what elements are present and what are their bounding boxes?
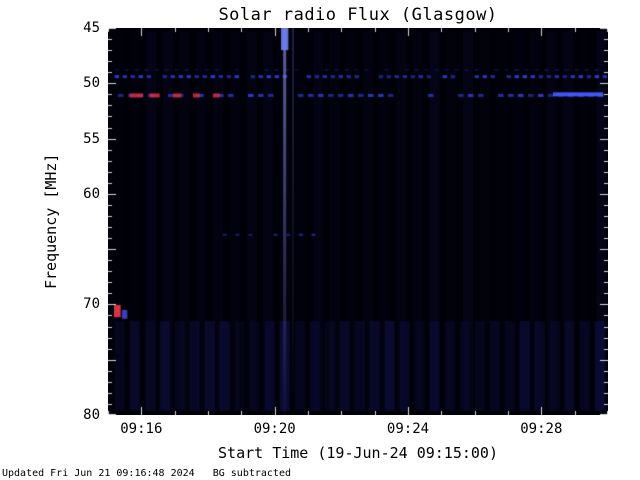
y-axis-title: Frequency [MHz] [42,153,60,290]
chart-title: Solar radio Flux (Glasgow) [218,5,498,25]
y-tick-label: 70 [83,296,100,313]
spectrogram-canvas [108,28,608,415]
y-tick-label: 55 [83,130,100,147]
x-tick-label: 09:24 [386,421,430,437]
x-tick-label: 09:28 [520,421,563,437]
status-bar: Updated Fri Jun 21 09:16:48 2024 BG subt… [2,468,291,479]
x-axis-title: Start Time (19-Jun-24 09:15:00) [218,444,498,462]
x-tick-label: 09:16 [120,421,163,437]
y-tick-label: 60 [83,185,100,202]
y-tick-label: 80 [83,407,100,423]
y-tick-label: 50 [83,75,100,92]
y-tick-label: 45 [83,20,100,36]
x-axis-tick-labels: 09:16 09:20 09:24 09:28 [108,421,608,441]
x-tick-label: 09:20 [253,421,296,437]
y-axis-tick-labels: 45 50 55 60 70 80 [60,20,104,423]
